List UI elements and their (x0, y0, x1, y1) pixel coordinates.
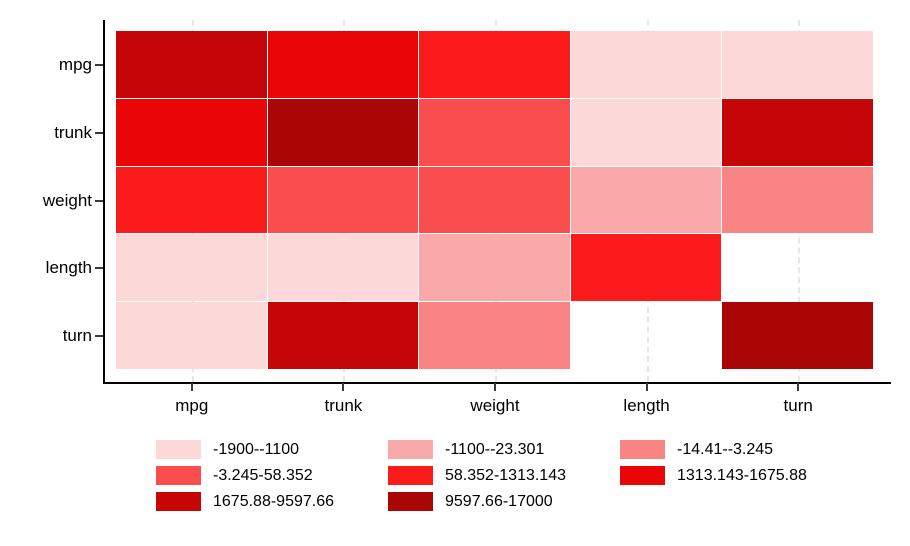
y-axis-label-mpg: mpg (58, 54, 92, 74)
x-tick-length (645, 383, 648, 391)
legend-swatch-2 (620, 440, 665, 459)
legend-swatch-6 (156, 492, 201, 511)
legend-label-3: -3.245-58.352 (213, 467, 313, 484)
x-axis-label-trunk: trunk (324, 396, 363, 415)
legend-label-5: 1313.143-1675.88 (677, 467, 807, 484)
y-tick-weight (95, 199, 103, 202)
cell-length-weight (419, 234, 570, 302)
cell-length-trunk (267, 234, 419, 302)
cell-mpg-turn (722, 31, 873, 98)
legend-swatch-4 (388, 466, 433, 485)
legend-label-4: 58.352-1313.143 (445, 467, 566, 484)
legend-swatch-1 (388, 440, 433, 459)
x-tick-weight (494, 383, 496, 391)
cell-mpg-trunk (267, 31, 419, 98)
cell-weight-length (570, 166, 722, 234)
y-axis-label-trunk: trunk (54, 122, 92, 142)
cell-mpg-length (570, 31, 722, 98)
legend-swatch-3 (156, 466, 201, 485)
x-axis-label-mpg: mpg (175, 396, 209, 415)
cell-trunk-turn (722, 98, 873, 166)
cell-mpg-mpg (116, 31, 267, 98)
y-axis-line (103, 20, 105, 382)
cell-mpg-weight (419, 31, 570, 98)
cell-weight-trunk (267, 166, 419, 234)
x-axis-label-turn: turn (783, 396, 813, 415)
legend-swatch-7 (388, 492, 433, 511)
cell-trunk-weight (419, 98, 570, 166)
cell-weight-weight (419, 166, 570, 234)
legend-label-1: -1100--23.301 (445, 441, 545, 458)
y-tick-length (95, 267, 103, 270)
y-tick-mpg (95, 63, 103, 66)
cell-turn-trunk (267, 302, 419, 369)
y-axis-label-turn: turn (62, 326, 92, 346)
legend-swatch-5 (620, 466, 665, 485)
y-tick-turn (95, 335, 103, 338)
cell-turn-turn (722, 302, 873, 369)
cell-turn-weight (419, 302, 570, 369)
cell-trunk-mpg (116, 98, 267, 166)
cell-turn-mpg (116, 302, 267, 369)
x-tick-trunk (342, 383, 345, 391)
cell-length-length (570, 234, 722, 302)
cell-weight-mpg (116, 166, 267, 234)
legend-label-2: -14.41--3.245 (677, 441, 774, 458)
y-axis-label-length: length (45, 258, 92, 278)
y-axis-label-weight: weight (42, 190, 92, 210)
x-axis-label-weight: weight (470, 396, 520, 415)
x-tick-mpg (190, 383, 193, 391)
legend-swatch-0 (156, 440, 201, 459)
cell-length-mpg (116, 234, 267, 302)
cell-trunk-length (570, 98, 722, 166)
legend-label-6: 1675.88-9597.66 (213, 493, 334, 510)
legend-label-0: -1900--1100 (213, 441, 299, 458)
cell-trunk-trunk (267, 98, 419, 166)
x-axis-line (103, 382, 891, 384)
y-tick-trunk (95, 131, 103, 134)
legend-label-7: 9597.66-17000 (445, 493, 553, 510)
x-axis-label-length: length (623, 396, 670, 415)
x-tick-turn (797, 383, 800, 391)
cell-weight-turn (722, 166, 873, 234)
